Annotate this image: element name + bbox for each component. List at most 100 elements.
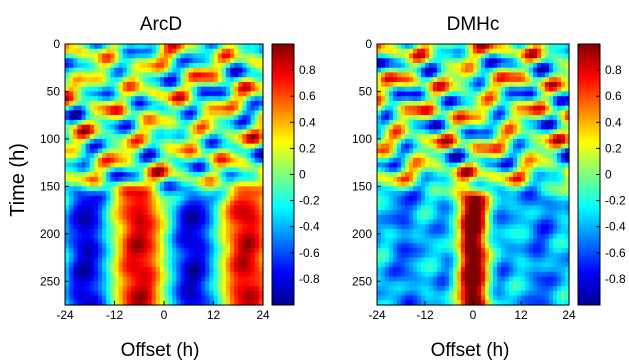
heatmap-cell	[85, 210, 91, 216]
heatmap-cell	[497, 58, 502, 64]
heatmap-cell	[489, 44, 494, 50]
heatmap-cell	[565, 210, 570, 216]
heatmap-cell	[425, 229, 430, 235]
heatmap-cell	[143, 243, 149, 249]
heatmap-cell	[188, 200, 194, 206]
heatmap-cell	[501, 233, 506, 240]
heatmap-cell	[98, 229, 103, 235]
heatmap-cell	[405, 143, 410, 149]
heatmap-cell	[413, 181, 418, 187]
heatmap-cell	[242, 58, 248, 64]
heatmap-cell	[205, 276, 210, 282]
heatmap-cell	[413, 72, 418, 78]
heatmap-cell	[437, 200, 442, 206]
heatmap-cell	[417, 205, 422, 211]
heatmap-cell	[246, 134, 252, 140]
heatmap-cell	[505, 243, 510, 249]
heatmap-cell	[155, 200, 161, 206]
heatmap-cell	[393, 153, 398, 159]
heatmap-cell	[135, 86, 140, 93]
heatmap-cell	[77, 243, 83, 249]
heatmap-cell	[453, 191, 458, 197]
heatmap-cell	[89, 48, 95, 55]
heatmap-cell	[168, 229, 173, 235]
heatmap-cell	[437, 162, 442, 168]
heatmap-cell	[393, 262, 398, 268]
heatmap-cell	[246, 233, 252, 240]
heatmap-cell	[89, 72, 95, 78]
heatmap-cell	[429, 252, 434, 259]
heatmap-cell	[385, 233, 390, 240]
heatmap-cell	[143, 210, 149, 216]
heatmap-cell	[425, 77, 430, 83]
heatmap-cell	[93, 148, 99, 154]
heatmap-cell	[405, 105, 410, 112]
heatmap-cell	[417, 129, 422, 135]
heatmap-cell	[147, 172, 153, 178]
heatmap-cell	[421, 191, 426, 197]
heatmap-cell	[89, 205, 95, 211]
heatmap-cell	[258, 267, 264, 273]
heatmap-cell	[437, 267, 442, 273]
heatmap-cell	[445, 200, 450, 206]
heatmap-cell	[114, 243, 120, 249]
heatmap-cell	[417, 138, 422, 145]
heatmap-cell	[69, 257, 74, 263]
heatmap-cell	[213, 143, 219, 149]
colorbar-tick-label: 0.6	[299, 89, 316, 103]
heatmap-cell	[180, 44, 186, 50]
heatmap-cell	[197, 205, 202, 211]
heatmap-cell	[493, 44, 498, 50]
heatmap-cell	[449, 67, 454, 74]
heatmap-cell	[417, 53, 422, 59]
heatmap-cell	[445, 100, 450, 107]
heatmap-cell	[155, 153, 161, 159]
heatmap-cell	[118, 248, 124, 254]
heatmap-cell	[393, 115, 398, 121]
heatmap-cell	[188, 257, 194, 263]
heatmap-cell	[258, 119, 264, 126]
heatmap-cell	[201, 62, 206, 69]
heatmap-cell	[521, 205, 526, 211]
heatmap-cell	[437, 195, 442, 202]
heatmap-cell	[118, 138, 124, 145]
heatmap-cell	[197, 210, 202, 216]
heatmap-cell	[155, 148, 161, 154]
heatmap-cell	[147, 252, 153, 259]
heatmap-cell	[553, 186, 558, 192]
heatmap-cell	[250, 86, 256, 93]
heatmap-cell	[429, 58, 434, 64]
heatmap-cell	[557, 62, 562, 69]
heatmap-cell	[409, 148, 414, 154]
heatmap-cell	[537, 233, 542, 240]
heatmap-cell	[98, 276, 103, 282]
heatmap-cell	[213, 172, 219, 178]
heatmap-cell	[93, 191, 99, 197]
heatmap-cell	[545, 81, 550, 88]
heatmap-cell	[238, 86, 243, 93]
heatmap-cell	[234, 205, 239, 211]
heatmap-cell	[176, 276, 182, 282]
heatmap-cell	[258, 186, 264, 192]
heatmap-cell	[441, 172, 446, 178]
heatmap-cell	[246, 157, 252, 164]
heatmap-cell	[457, 181, 462, 187]
heatmap-cell	[441, 191, 446, 197]
heatmap-cell	[225, 72, 231, 78]
heatmap-cell	[469, 238, 474, 244]
heatmap-cell	[102, 200, 107, 206]
heatmap-cell	[537, 191, 542, 197]
heatmap-cell	[413, 105, 418, 112]
heatmap-cell	[205, 67, 210, 74]
heatmap-cell	[114, 110, 120, 116]
heatmap-cell	[147, 72, 153, 78]
heatmap-cell	[485, 229, 490, 235]
heatmap-cell	[521, 58, 526, 64]
heatmap-cell	[254, 129, 260, 135]
heatmap-cell	[242, 72, 248, 78]
heatmap-cell	[213, 300, 219, 306]
heatmap-cell	[81, 195, 87, 202]
heatmap-cell	[209, 100, 215, 107]
heatmap-cell	[529, 153, 534, 159]
heatmap-cell	[205, 176, 210, 183]
